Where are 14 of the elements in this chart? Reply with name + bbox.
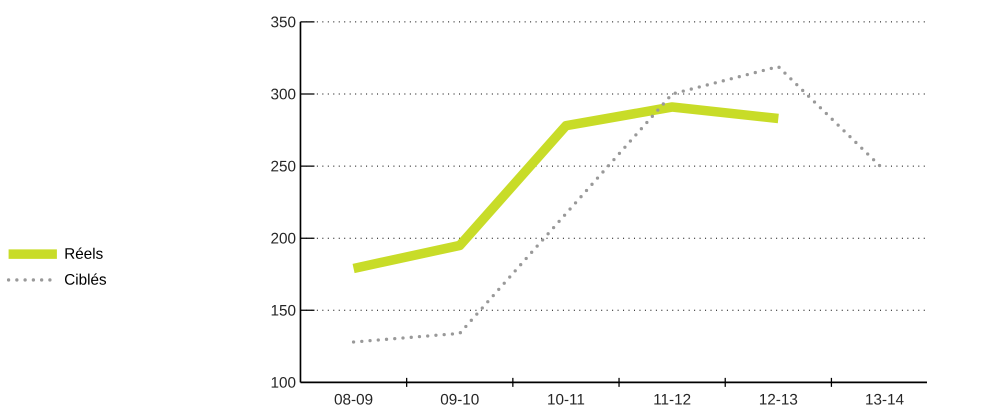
legend-label: Ciblés: [64, 273, 106, 285]
y-tick-label: 150: [272, 304, 296, 316]
x-tick-label: 12-13: [760, 394, 798, 405]
y-tick-label: 350: [271, 16, 296, 28]
x-tick-label: 10-11: [548, 394, 584, 405]
y-tick-label: 100: [272, 377, 296, 388]
y-tick-label: 250: [271, 160, 296, 172]
y-tick-label: 200: [271, 232, 296, 244]
x-tick-label: 11-12: [654, 394, 690, 405]
legend-label: Réels: [65, 248, 103, 259]
x-tick-label: 08-09: [334, 394, 372, 405]
x-tick-label: 09-10: [440, 394, 479, 405]
x-tick-label: 13-14: [866, 394, 904, 405]
y-tick-label: 300: [271, 88, 296, 100]
